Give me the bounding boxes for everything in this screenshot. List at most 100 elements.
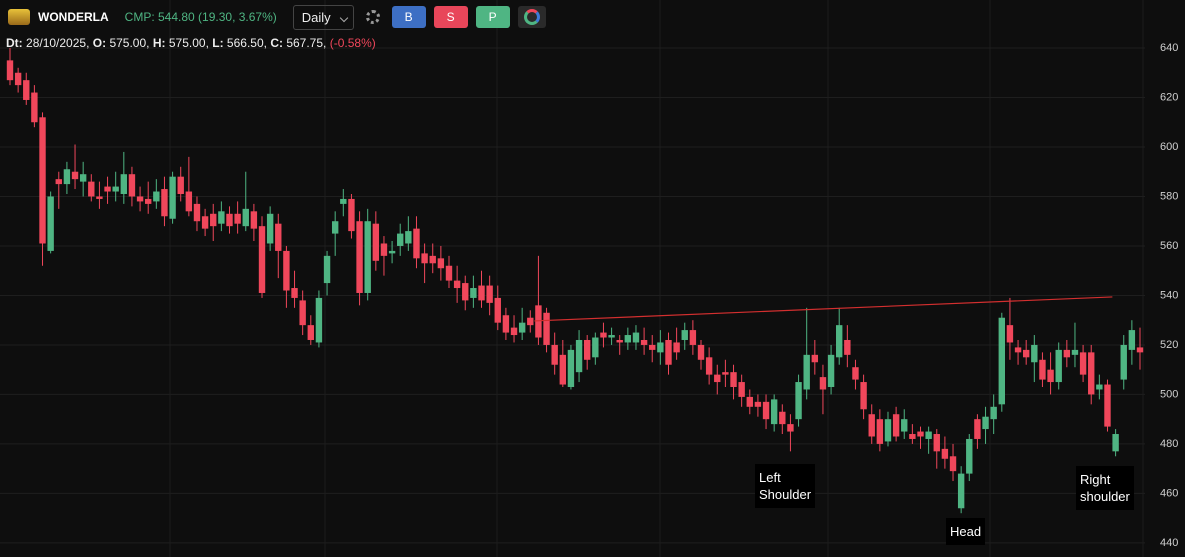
- candle-body: [632, 332, 640, 343]
- symbol: WONDERLA: [38, 10, 109, 24]
- candle-body: [388, 250, 396, 254]
- sell-button[interactable]: S: [433, 6, 468, 28]
- candle-body: [364, 221, 371, 293]
- candle-body: [974, 419, 981, 439]
- annotation-line: Shoulder: [759, 487, 812, 502]
- candle-body: [283, 250, 290, 291]
- candle-body: [234, 213, 241, 224]
- candle-body: [762, 401, 770, 420]
- candle-body: [145, 198, 152, 204]
- annotation-line: Head: [950, 524, 982, 539]
- candle-body: [665, 339, 672, 365]
- candle-body: [1096, 384, 1103, 390]
- settings[interactable]: [365, 10, 380, 24]
- candle-body: [681, 330, 688, 340]
- candle-body: [592, 337, 599, 358]
- candle-body: [299, 300, 306, 326]
- candle-body: [697, 344, 705, 360]
- p-button[interactable]: P: [475, 6, 510, 28]
- candle-body: [689, 330, 697, 345]
- candle-body: [608, 335, 615, 338]
- candle-body: [470, 288, 477, 298]
- candle-body: [770, 399, 778, 425]
- y-tick-label: 640: [1160, 42, 1178, 54]
- candle-body: [494, 297, 501, 323]
- candle-body: [1063, 349, 1071, 358]
- y-tick-label: 540: [1160, 289, 1178, 301]
- candle-body: [901, 419, 908, 432]
- info-label: O:: [92, 36, 107, 50]
- candle-body: [39, 117, 46, 244]
- info-label: C:: [270, 36, 283, 50]
- candle-body: [1112, 434, 1119, 452]
- candle-body: [527, 317, 534, 326]
- indicator-button[interactable]: [517, 6, 546, 28]
- info-label: Dt:: [6, 36, 23, 50]
- buy-button[interactable]: B: [391, 6, 426, 28]
- candle-body: [575, 339, 583, 373]
- candle-body: [518, 322, 526, 333]
- logo: [8, 9, 30, 25]
- candle-body: [153, 191, 160, 202]
- info-value: 575.00,: [109, 36, 150, 50]
- candle-body: [47, 196, 54, 251]
- candle-body: [413, 228, 420, 259]
- interval-select[interactable]: Daily: [292, 4, 354, 30]
- annotation-line: shoulder: [1080, 489, 1130, 504]
- candle-body: [616, 339, 623, 343]
- candle-body: [453, 280, 461, 289]
- candle-body: [933, 434, 940, 452]
- candle-body: [372, 223, 380, 261]
- info-value: 567.75,: [286, 36, 327, 50]
- candle-body: [462, 283, 469, 301]
- y-tick-label: 560: [1160, 240, 1178, 252]
- candle-body: [1136, 347, 1144, 353]
- candle-body: [502, 315, 510, 333]
- candle-body: [982, 416, 989, 430]
- candle-body: [649, 344, 656, 350]
- candle-body: [226, 213, 233, 227]
- candle-body: [31, 92, 38, 123]
- candle-body: [88, 181, 95, 197]
- candle-body: [405, 231, 412, 244]
- y-tick-label: 460: [1160, 487, 1178, 499]
- candle-body: [348, 198, 355, 232]
- info-value: 566.50,: [226, 36, 267, 50]
- candle-body: [746, 396, 753, 407]
- candle-body: [803, 354, 810, 390]
- candle-body: [1014, 347, 1022, 353]
- candle-body: [1031, 344, 1038, 363]
- annotation-line: Left: [759, 470, 781, 485]
- candle-body: [1071, 349, 1079, 355]
- candle-body: [795, 382, 802, 420]
- candle-body: [356, 221, 363, 293]
- y-tick-label: 620: [1160, 91, 1178, 103]
- candle-body: [966, 438, 973, 474]
- candle-body: [275, 223, 282, 251]
- candle-body: [705, 357, 713, 375]
- candle-body: [657, 342, 664, 353]
- candle-body: [201, 216, 209, 229]
- candle-body: [437, 258, 445, 269]
- info-label: H:: [152, 36, 166, 50]
- candle-body: [811, 354, 819, 363]
- candle-body: [421, 253, 428, 264]
- annotation: Head: [946, 518, 986, 545]
- candle-body: [941, 448, 949, 459]
- candle-body: [1128, 330, 1136, 350]
- candle-body: [1006, 325, 1014, 343]
- candle-body: [600, 332, 607, 338]
- candle-body: [104, 186, 111, 192]
- y-tick-label: 520: [1160, 339, 1178, 351]
- candle-body: [1079, 352, 1087, 375]
- candle-body: [250, 211, 258, 229]
- candle-body: [827, 354, 835, 388]
- candle-body: [1047, 369, 1054, 383]
- info-change: (-0.58%): [329, 36, 376, 50]
- candle-body: [909, 434, 916, 439]
- candle-body: [844, 339, 851, 355]
- candle-body: [868, 414, 875, 437]
- candle-body: [63, 169, 71, 185]
